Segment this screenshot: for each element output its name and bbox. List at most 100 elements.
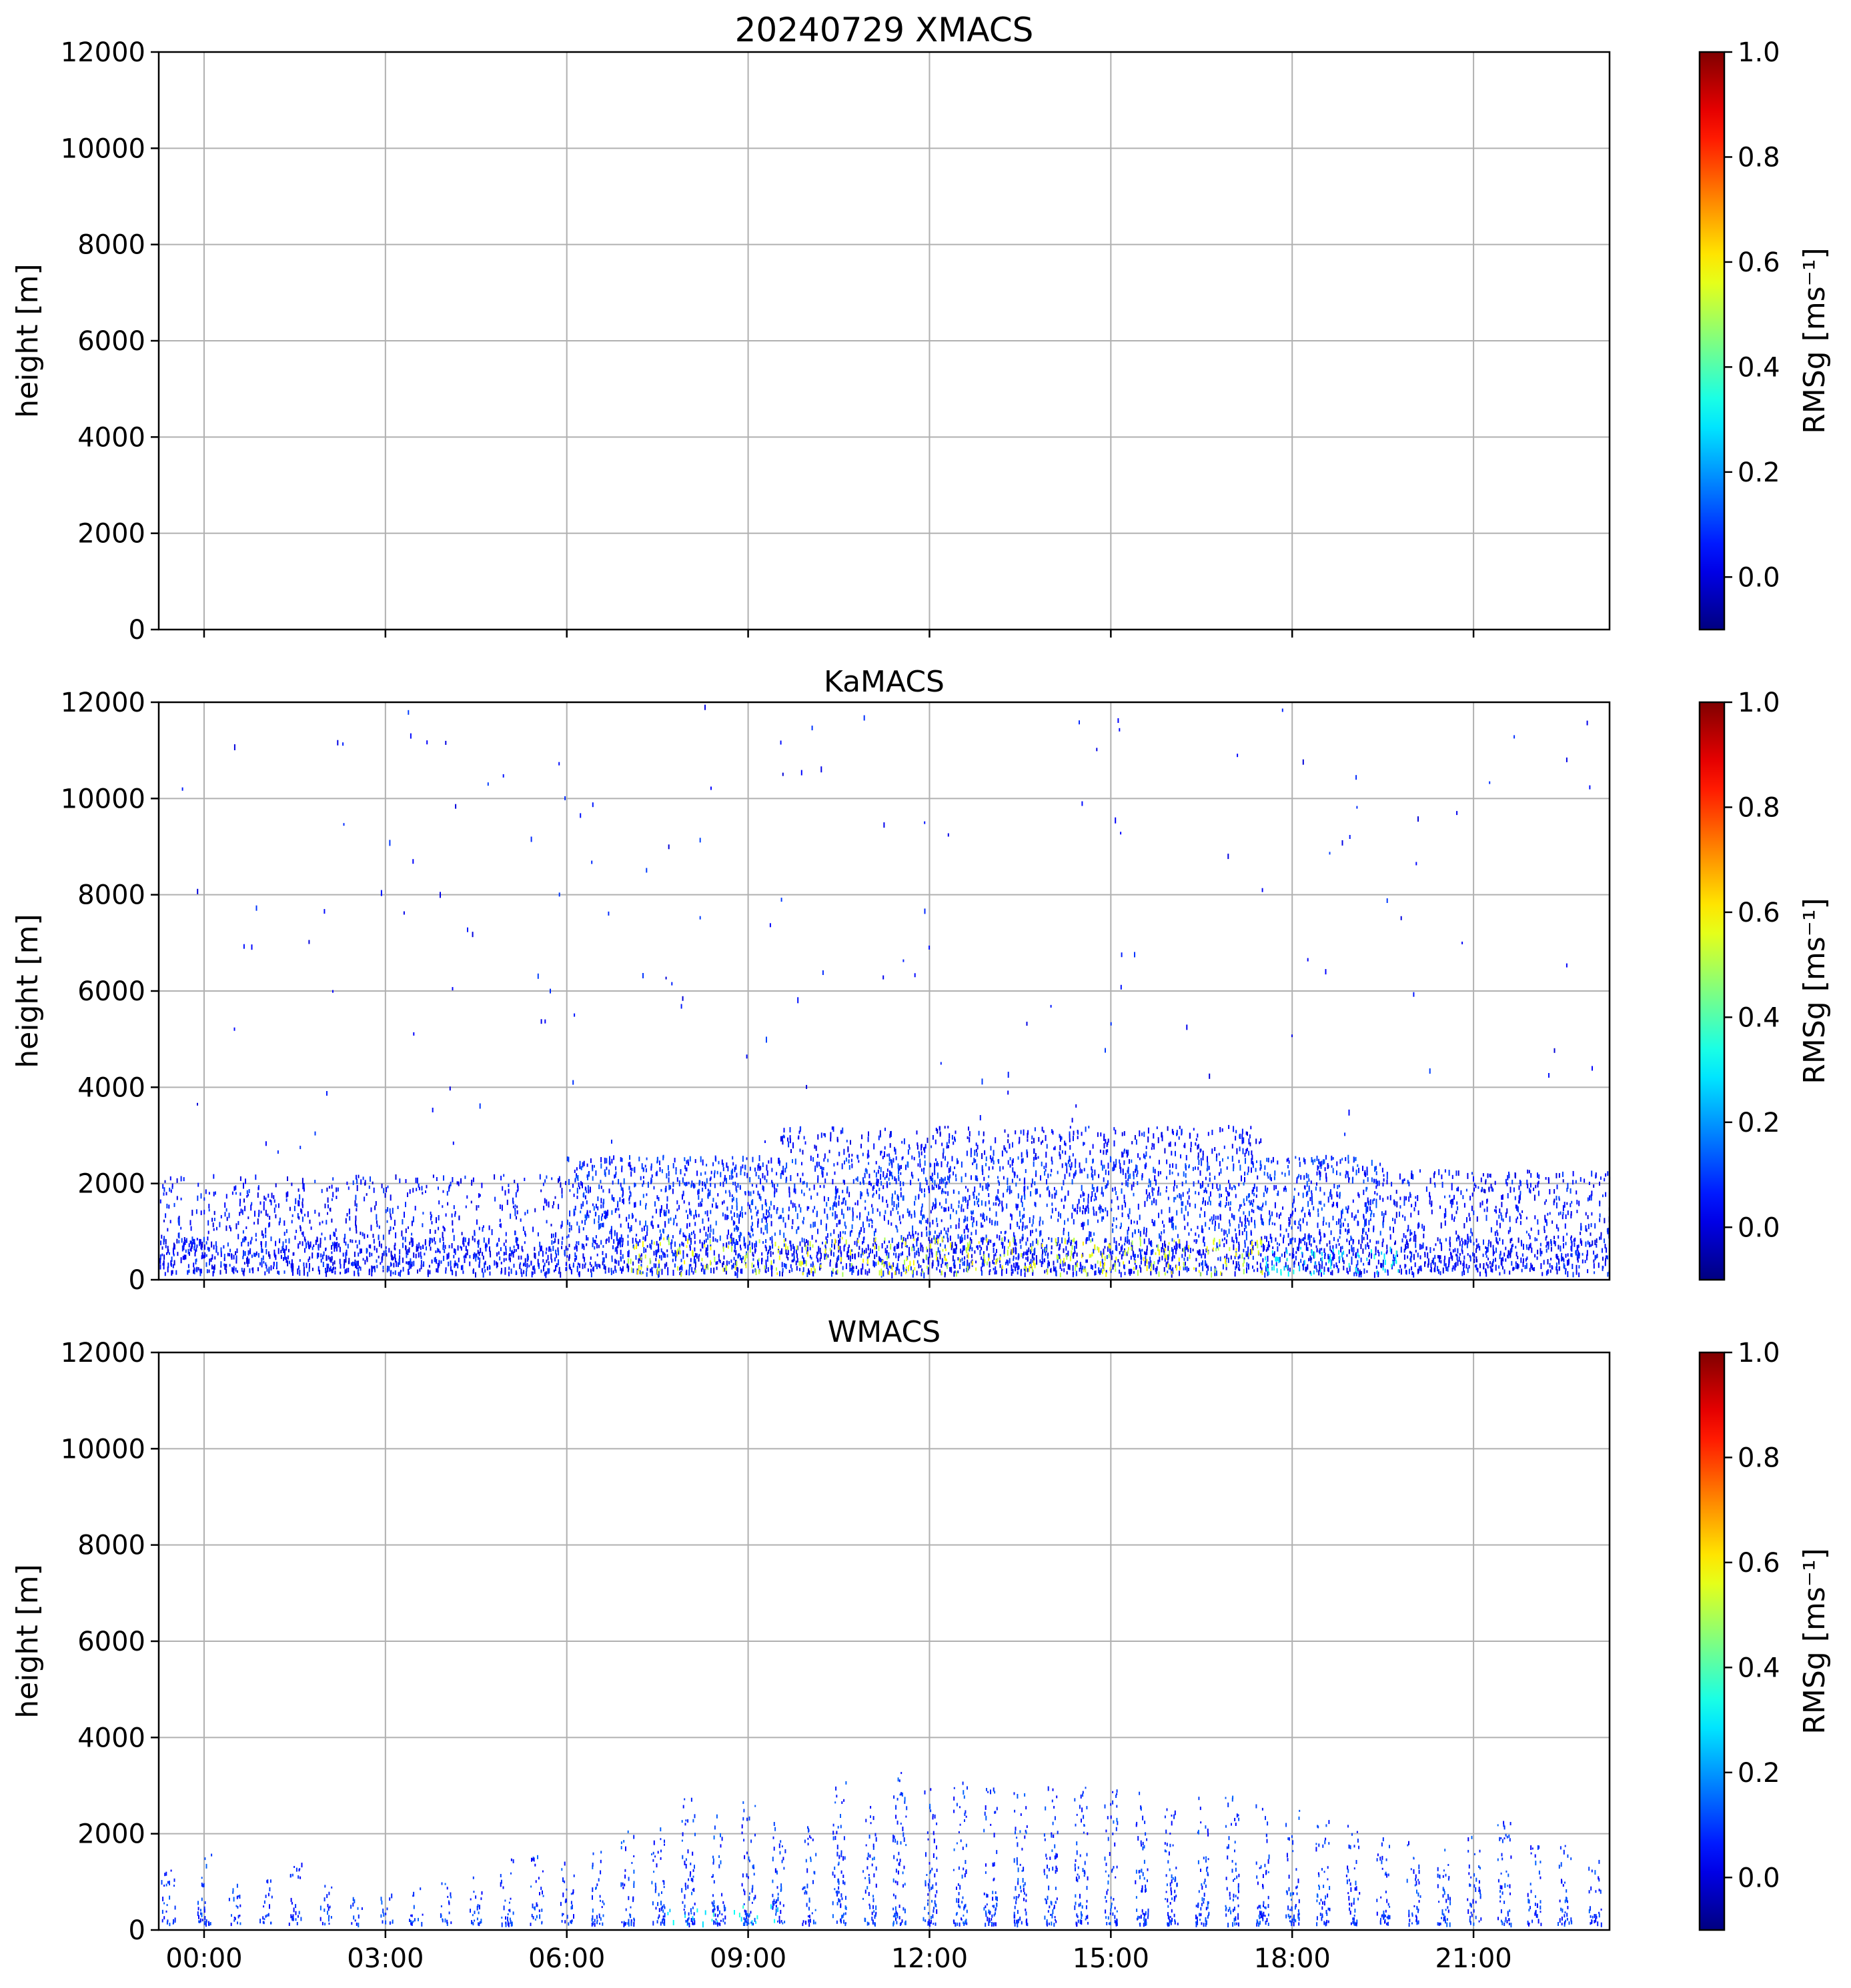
echo-mark (593, 1206, 595, 1211)
echo-mark (1315, 1245, 1317, 1248)
echo-mark (1574, 1237, 1576, 1242)
echo-mark (1079, 1168, 1081, 1174)
echo-mark (252, 1267, 254, 1274)
echo-mark (549, 1246, 551, 1250)
echo-mark (169, 1176, 171, 1180)
echo-mark (1577, 1259, 1579, 1263)
echo-mark (1403, 1254, 1405, 1260)
echo-mark (1057, 1242, 1059, 1246)
echo-mark (1571, 1241, 1573, 1246)
echo-mark (608, 1169, 610, 1175)
echo-mark (1238, 1224, 1240, 1229)
echo-mark (1027, 1256, 1029, 1261)
echo-mark (945, 1262, 947, 1266)
echo-mark (1039, 1259, 1041, 1263)
echo-mark (1045, 1252, 1047, 1256)
echo-mark (931, 1172, 933, 1177)
echo-mark (898, 1168, 900, 1172)
echo-mark (1176, 1185, 1178, 1189)
echo-mark (1186, 1240, 1188, 1245)
echo-mark (994, 1271, 996, 1275)
echo-mark (1133, 1181, 1135, 1187)
echo-mark (1607, 1255, 1608, 1260)
echo-mark (1430, 1262, 1432, 1268)
echo-mark (1269, 1244, 1271, 1248)
echo-mark (638, 1258, 640, 1264)
echo-mark (1226, 1253, 1228, 1259)
echo-mark (169, 1220, 171, 1224)
echo-mark (1082, 1224, 1084, 1230)
echo-mark (732, 1175, 734, 1178)
echo-mark (1357, 1260, 1359, 1266)
echo-mark (758, 1175, 760, 1179)
echo-mark (961, 1239, 963, 1243)
echo-mark (850, 1158, 852, 1162)
echo-mark (803, 1216, 805, 1220)
echo-mark (876, 1250, 878, 1257)
echo-mark (1319, 1231, 1320, 1235)
echo-mark (309, 1256, 311, 1260)
echo-mark (785, 1249, 787, 1255)
echo-mark (1090, 1231, 1092, 1237)
echo-mark (1251, 1216, 1253, 1222)
echo-mark (798, 1204, 800, 1208)
echo-mark (678, 1180, 680, 1186)
y-tick-label: 10000 (61, 133, 145, 164)
echo-mark (410, 1258, 412, 1264)
echo-mark (251, 1202, 253, 1206)
echo-mark (548, 1246, 550, 1252)
echo-mark (1128, 1268, 1130, 1274)
echo-mark (700, 1248, 702, 1252)
echo-mark (746, 1172, 748, 1178)
echo-mark (884, 1248, 886, 1254)
echo-mark (732, 1156, 734, 1160)
echo-mark (1149, 1180, 1151, 1186)
echo-mark (1277, 1160, 1279, 1165)
echo-mark (1461, 1248, 1463, 1252)
echo-mark (446, 1253, 448, 1260)
echo-mark (328, 1255, 330, 1260)
echo-mark (735, 1164, 737, 1170)
echo-mark (1131, 1244, 1133, 1251)
echo-mark (193, 1268, 195, 1274)
echo-mark (890, 1171, 892, 1176)
echo-mark (750, 1191, 752, 1196)
echo-mark (368, 1270, 370, 1276)
echo-mark (740, 1212, 741, 1217)
echo-mark (1292, 1202, 1294, 1208)
echo-mark (618, 1214, 620, 1218)
echo-mark (1570, 1240, 1572, 1244)
echo-mark (455, 1270, 457, 1276)
echo-mark (612, 1197, 614, 1201)
echo-mark (1015, 1256, 1017, 1260)
echo-mark (995, 1196, 997, 1201)
echo-mark (1353, 1272, 1355, 1276)
echo-mark (912, 1174, 914, 1179)
echo-mark (334, 1266, 336, 1270)
echo-mark (1379, 1162, 1381, 1166)
echo-mark (220, 1261, 222, 1266)
echo-mark (641, 1227, 643, 1232)
echo-mark (1051, 1251, 1053, 1254)
echo-mark (1221, 1238, 1223, 1242)
echo-mark (1173, 1255, 1175, 1259)
echo-mark (261, 1230, 263, 1236)
echo-mark (1078, 1199, 1080, 1204)
echo-mark (1195, 1166, 1196, 1170)
echo-mark (1424, 1261, 1425, 1267)
echo-mark (963, 1228, 965, 1234)
echo-mark (508, 1184, 510, 1187)
echo-mark (1587, 1240, 1589, 1245)
echo-mark (1271, 1160, 1273, 1164)
echo-mark (247, 1263, 249, 1267)
echo-mark (1321, 1207, 1323, 1211)
echo-mark (820, 1252, 822, 1259)
echo-mark (519, 1264, 521, 1270)
echo-mark (902, 1264, 904, 1270)
echo-mark (734, 1242, 736, 1248)
echo-mark (698, 1214, 700, 1218)
echo-mark (1113, 1161, 1115, 1167)
echo-mark (190, 1246, 192, 1252)
echo-mark (949, 1174, 951, 1178)
echo-mark (205, 1189, 207, 1194)
